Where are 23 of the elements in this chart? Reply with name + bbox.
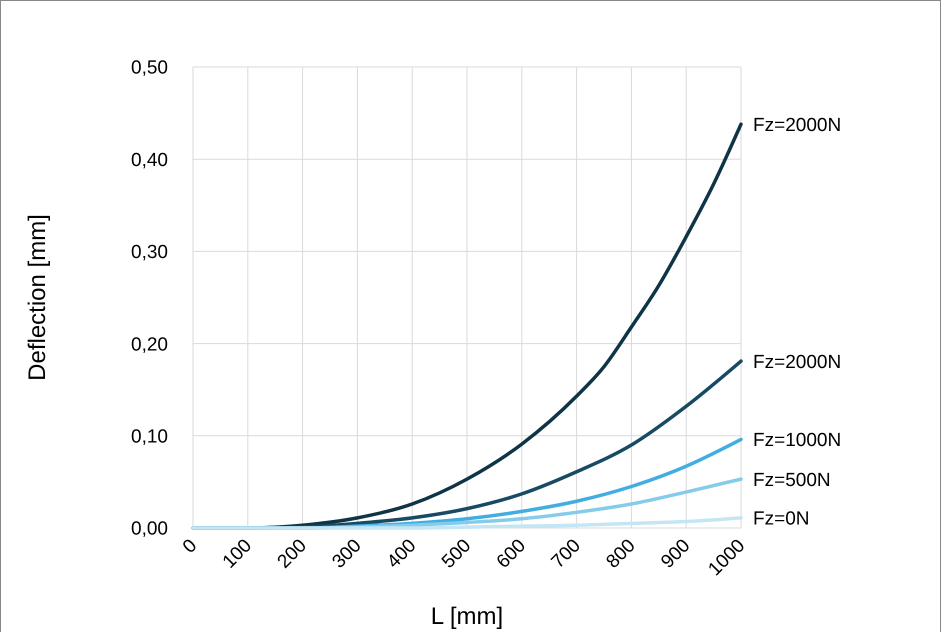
x-tick-label: 600: [492, 535, 530, 573]
x-tick-label: 700: [548, 535, 585, 573]
x-tick-label: 800: [602, 535, 640, 573]
x-axis-title: L [mm]: [430, 603, 504, 630]
series-label: Fz=1000N: [753, 430, 842, 452]
y-tick-label: 0,20: [131, 334, 168, 356]
y-axis-title: Deflection [mm]: [24, 214, 51, 381]
x-tick-label: 500: [438, 535, 476, 573]
y-tick-label: 0,00: [131, 518, 168, 540]
y-tick-label: 0,30: [131, 242, 168, 264]
x-tick-label: 400: [383, 535, 420, 573]
x-tick-label: 0: [178, 535, 202, 558]
y-tick-label: 0,10: [131, 426, 168, 448]
y-tick-label: 0,50: [131, 58, 168, 79]
series-label: Fz=0N: [753, 508, 810, 530]
series-label: Fz=500N: [753, 470, 831, 491]
x-tick-label: 300: [328, 535, 366, 573]
x-tick-label: 100: [218, 535, 256, 573]
series-label: Fz=2000N: [753, 114, 842, 136]
y-tick-label: 0,40: [131, 150, 168, 171]
x-tick-label: 200: [274, 535, 311, 573]
x-tick-label: 900: [657, 535, 694, 573]
series-label: Fz=2000N: [753, 352, 842, 373]
